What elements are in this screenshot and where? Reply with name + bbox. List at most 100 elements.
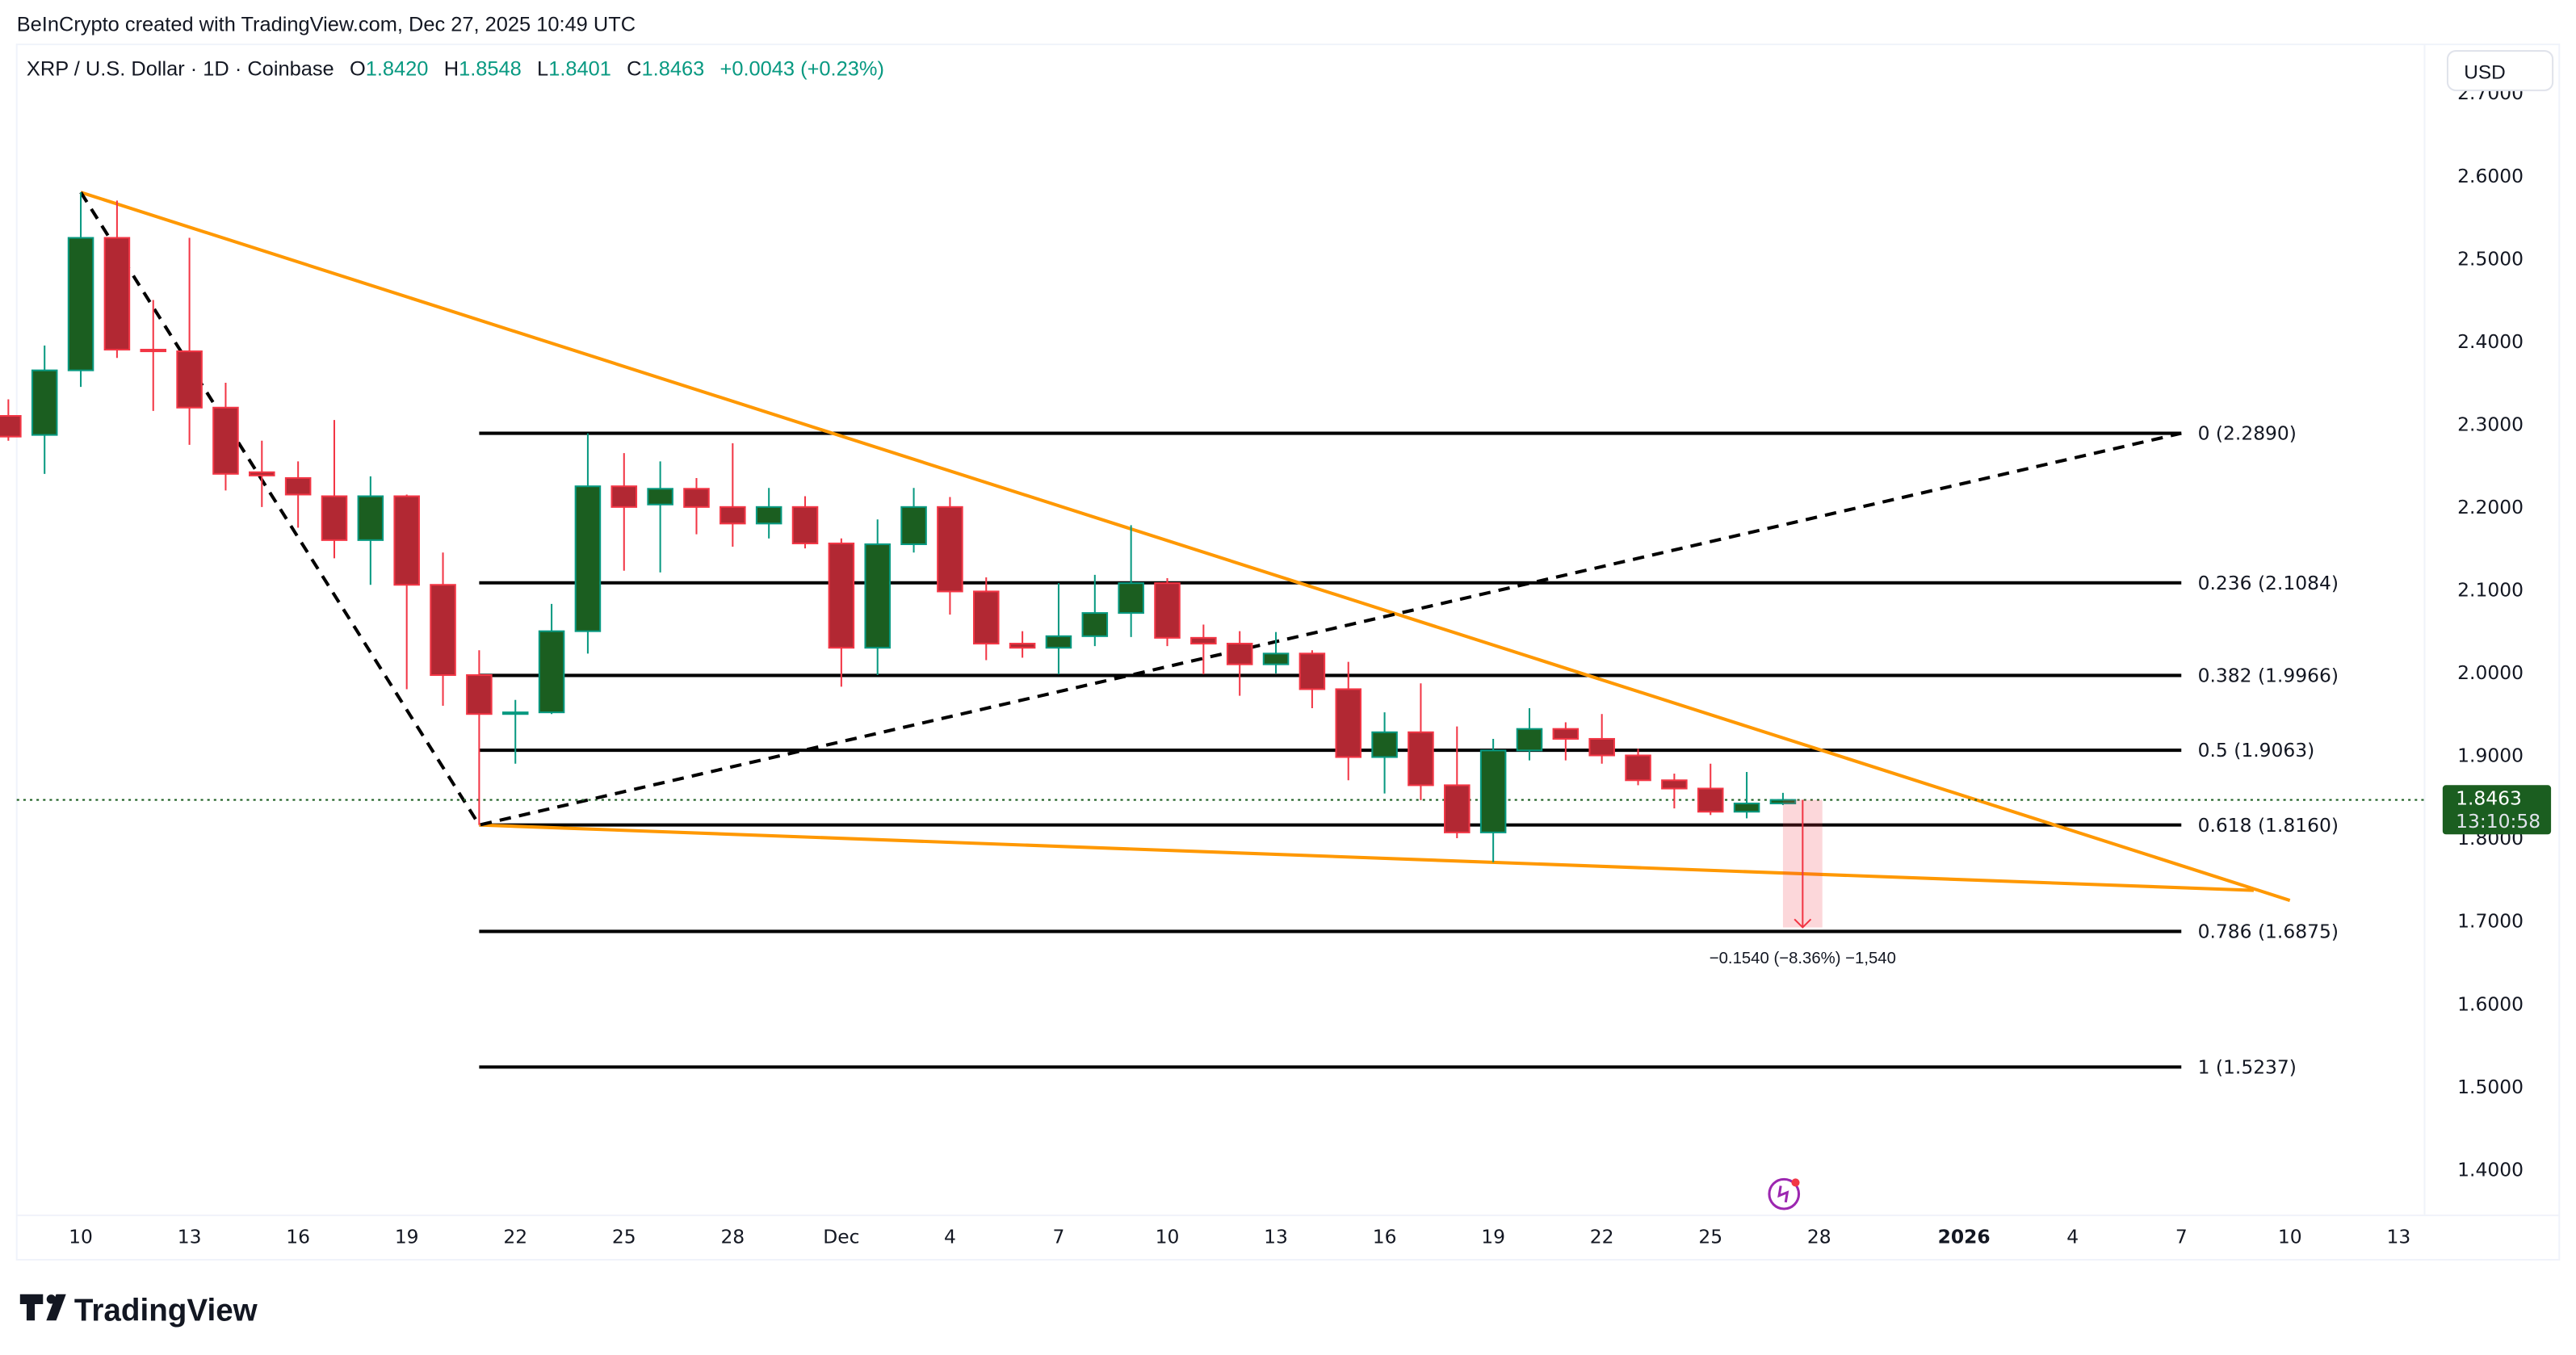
open-value: 1.8420 — [366, 58, 429, 81]
candle-down — [720, 443, 746, 547]
last-price-value: 1.8463 — [2456, 787, 2522, 810]
time-tick-label: 16 — [286, 1226, 310, 1248]
ohlc-legend: XRP / U.S. Dollar · 1D · Coinbase O1.842… — [27, 58, 884, 81]
candle-body — [1769, 799, 1797, 804]
candle-up — [67, 192, 94, 388]
candle-body — [1697, 787, 1724, 813]
price-tick-label: 1.4000 — [2457, 1158, 2524, 1181]
fib-level-label: 1 (1.5237) — [2198, 1056, 2297, 1079]
candle-down — [1552, 722, 1580, 761]
candle-body — [610, 485, 638, 508]
candle-down — [972, 577, 1000, 661]
candle-body — [1408, 731, 1434, 787]
time-tick-label: 19 — [1481, 1226, 1505, 1248]
candle-down — [610, 453, 638, 571]
trendlines[interactable] — [79, 191, 2291, 902]
candle-down — [321, 420, 348, 559]
triangle-trendline — [479, 823, 2255, 892]
candle-down — [466, 650, 493, 825]
fib-level-label: 0.786 (1.6875) — [2198, 921, 2339, 943]
candle-body — [972, 590, 1000, 645]
candle-up — [357, 476, 384, 585]
tradingview-logo[interactable]: TradingView — [19, 1293, 258, 1328]
candle-down — [1408, 683, 1434, 800]
fib-level-label: 0.382 (1.9966) — [2198, 665, 2339, 687]
candle-down — [430, 552, 456, 706]
price-tick-label: 1.6000 — [2457, 992, 2524, 1015]
candle-body — [1262, 652, 1290, 665]
candle-up — [1479, 738, 1507, 862]
candle-down — [1298, 650, 1326, 709]
candle-body — [647, 488, 673, 506]
candle-body — [1009, 643, 1036, 649]
candle-up — [864, 519, 891, 676]
candle-up — [1118, 525, 1144, 637]
candle-body — [1552, 728, 1580, 740]
candle-up — [1733, 772, 1760, 819]
candle-up — [1371, 712, 1398, 794]
candle-body — [683, 488, 710, 508]
candle-body — [574, 485, 602, 632]
time-tick-label: 10 — [2278, 1226, 2302, 1248]
candle-up — [1516, 708, 1543, 761]
candle-body — [1298, 652, 1326, 690]
candle-down — [1009, 631, 1036, 658]
candle-body — [1371, 731, 1398, 758]
price-tick-label: 2.6000 — [2457, 165, 2524, 187]
candle-down — [1625, 749, 1651, 786]
open-label: O — [350, 58, 366, 81]
candle-down — [828, 538, 855, 687]
price-tick-label: 2.1000 — [2457, 579, 2524, 602]
candle-body — [1226, 643, 1253, 665]
time-tick-label: 22 — [503, 1226, 527, 1248]
chart-panel — [15, 43, 2561, 1261]
candle-down — [284, 461, 312, 528]
symbol-title: XRP / U.S. Dollar · 1D · Coinbase — [27, 58, 334, 81]
candle-down — [393, 494, 420, 690]
candle-body — [501, 711, 529, 715]
close-label: C — [627, 58, 641, 81]
time-axis[interactable]: 10 13 16 19 22 25 28 Dec 4 7 10 13 16 19 22 25 28 2026 4 7 1… — [69, 1226, 2410, 1248]
fib-level-label: 0 (2.2890) — [2198, 422, 2297, 445]
fib-level-label: 0.5 (1.9063) — [2198, 739, 2315, 761]
price-tick-label: 2.4000 — [2457, 330, 2524, 353]
candle-down — [1154, 578, 1181, 647]
candle-body — [1444, 784, 1471, 833]
time-tick-label: 2026 — [1938, 1226, 1991, 1248]
candle-down — [176, 237, 203, 445]
ai-sparkle-icon[interactable] — [1768, 1177, 1801, 1210]
price-range-measure[interactable]: −0.1540 (−8.36%) −1,540 — [1710, 799, 1896, 968]
currency-button[interactable]: USD — [2446, 50, 2554, 91]
brand-name: TradingView — [74, 1293, 258, 1328]
time-tick-label: 4 — [2066, 1226, 2079, 1248]
time-tick-label: 10 — [1156, 1226, 1180, 1248]
candle-down — [791, 496, 819, 549]
candle-up — [1081, 574, 1109, 647]
candle-body — [1479, 749, 1507, 833]
candle-body — [357, 495, 384, 541]
measure-label: −0.1540 (−8.36%) −1,540 — [1710, 950, 1896, 967]
candles — [0, 192, 1797, 862]
candle-body — [1190, 636, 1217, 645]
candle-body — [249, 471, 275, 476]
candle-up — [574, 433, 602, 654]
fib-level-label: 0.618 (1.8160) — [2198, 814, 2339, 837]
candle-body — [176, 350, 203, 409]
time-tick-label: Dec — [823, 1226, 859, 1248]
candle-down — [1588, 714, 1615, 764]
time-tick-label: 25 — [1698, 1226, 1722, 1248]
candle-down — [103, 200, 131, 359]
time-tick-label: 28 — [1807, 1226, 1831, 1248]
candle-body — [937, 506, 963, 593]
candle-body — [1661, 779, 1688, 790]
bar-countdown: 13:10:58 — [2456, 810, 2540, 833]
candle-body — [1045, 635, 1072, 649]
time-tick-label: 13 — [178, 1226, 202, 1248]
candle-down — [1226, 631, 1253, 696]
fib-retracement[interactable]: 0 (2.2890) 0.236 (2.1084) 0.382 (1.9966) 0.… — [479, 422, 2339, 1079]
candle-down — [937, 497, 963, 615]
candle-body — [212, 406, 239, 475]
candle-body — [430, 584, 456, 677]
candle-body — [864, 543, 891, 649]
